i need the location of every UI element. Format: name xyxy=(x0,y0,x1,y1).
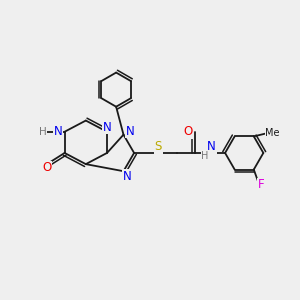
Text: O: O xyxy=(42,161,52,174)
Text: H: H xyxy=(39,127,47,137)
Text: H: H xyxy=(201,151,208,161)
Text: N: N xyxy=(103,121,111,134)
Text: Me: Me xyxy=(266,128,280,138)
Text: N: N xyxy=(54,125,62,138)
Text: N: N xyxy=(207,140,216,153)
Text: N: N xyxy=(126,125,134,138)
Text: F: F xyxy=(258,178,265,191)
Text: O: O xyxy=(184,125,193,138)
Text: S: S xyxy=(154,140,162,153)
Text: N: N xyxy=(123,170,131,183)
